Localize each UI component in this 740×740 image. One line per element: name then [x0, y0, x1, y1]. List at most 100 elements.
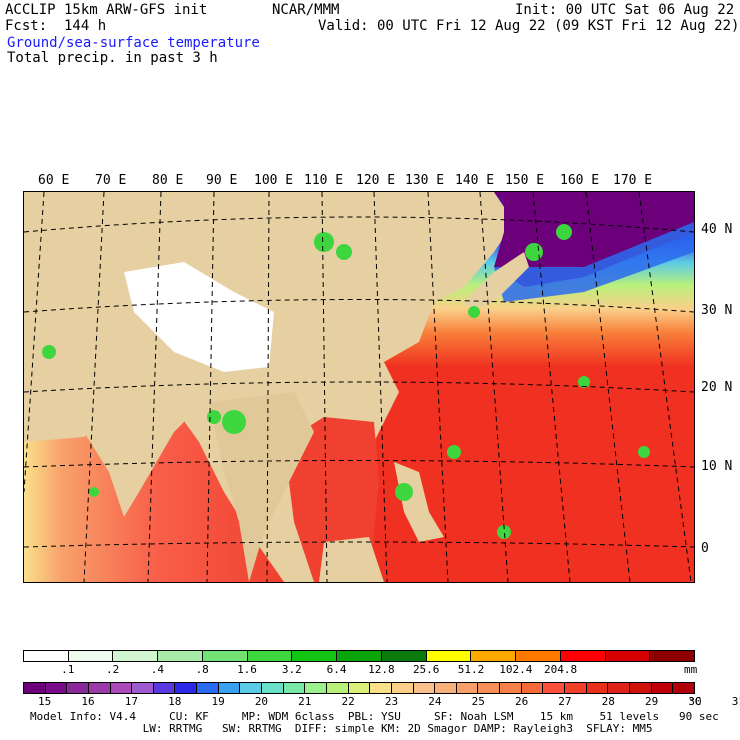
temperature-tick: 27	[558, 695, 572, 708]
colorbar-swatch	[471, 651, 517, 661]
footer-physics-info: LW: RRTMG SW: RRTMG DIFF: simple KM: 2D …	[30, 722, 653, 735]
longitude-label: 160 E	[560, 173, 600, 188]
longitude-label: 70 E	[95, 173, 127, 188]
precip-tick: .1	[61, 663, 75, 676]
colorbar-swatch	[608, 683, 630, 693]
colorbar-swatch	[337, 651, 382, 661]
longitude-label: 90 E	[206, 173, 238, 188]
temperature-tick: 21	[298, 695, 312, 708]
philippines	[394, 462, 444, 542]
colorbar-swatch	[68, 651, 114, 661]
colorbar-swatch	[650, 651, 695, 661]
temperature-tick: 23	[384, 695, 399, 708]
temperature-tick: 20	[254, 695, 269, 708]
colorbar-swatch	[158, 651, 203, 661]
colorbar-swatch	[113, 651, 159, 661]
latitude-label: 20 N	[701, 380, 733, 395]
colorbar-swatch	[586, 683, 609, 693]
colorbar-swatch	[348, 683, 371, 693]
header-fcst: Fcst: 144 h	[5, 18, 107, 34]
colorbar-swatch	[67, 683, 89, 693]
cool-sea-band	[494, 222, 694, 302]
colorbar-swatch	[24, 651, 69, 661]
colorbar-swatch	[262, 683, 284, 693]
colorbar-swatch	[283, 683, 306, 693]
precip-tick: 12.8	[368, 663, 395, 676]
colorbar-swatch	[381, 651, 427, 661]
precip-tick: 3.2	[281, 663, 302, 676]
field-title-temperature: Ground/sea-surface temperature	[7, 35, 260, 51]
temperature-tick: 30	[688, 695, 702, 708]
colorbar-swatch	[197, 683, 219, 693]
colorbar-swatch	[240, 683, 263, 693]
colorbar-swatch	[413, 683, 436, 693]
map-graphic	[23, 191, 695, 583]
longitude-label: 170 E	[613, 173, 653, 188]
header-valid: Valid: 00 UTC Fri 12 Aug 22 (09 KST Fri …	[318, 18, 740, 34]
colorbar-swatch	[153, 683, 176, 693]
colorbar-swatch	[673, 683, 694, 693]
colorbar-swatch	[435, 683, 457, 693]
precip-tick: 6.4	[326, 663, 347, 676]
colorbar-swatch	[88, 683, 111, 693]
japan	[464, 252, 529, 312]
footer-model-info: Model Info: V4.4 CU: KF MP: WDM 6class P…	[30, 710, 719, 723]
cold-sea-band	[494, 192, 694, 287]
tibet-plateau	[124, 262, 274, 372]
header-init: Init: 00 UTC Sat 06 Aug 22	[515, 2, 735, 18]
temperature-tick: 18	[168, 695, 182, 708]
colorbar-swatch	[391, 683, 414, 693]
precip-tick: 51.2	[457, 663, 485, 676]
borneo	[319, 537, 384, 582]
colorbar-swatch	[560, 651, 606, 661]
precip-colorbar	[23, 650, 695, 662]
temperature-tick: 24	[428, 695, 442, 708]
temperature-tick: 25	[471, 695, 485, 708]
temperature-tick: 15	[38, 695, 52, 708]
field-title-precip: Total precip. in past 3 h	[7, 50, 218, 66]
colorbar-swatch	[478, 683, 501, 693]
india-peninsula	[84, 342, 199, 517]
latitude-label: 10 N	[701, 459, 733, 474]
graticule	[23, 191, 695, 583]
colorbar-swatch	[175, 683, 198, 693]
colorbar-swatch	[521, 683, 544, 693]
precip-cells	[42, 224, 650, 539]
precip-tick: 25.6	[412, 663, 440, 676]
longitude-label: 60 E	[38, 173, 70, 188]
colorbar-swatch	[24, 683, 46, 693]
temperature-unit: °C	[688, 695, 702, 708]
colorbar-swatch	[110, 683, 133, 693]
temperature-tick: 17	[124, 695, 138, 708]
colorbar-swatch	[292, 651, 338, 661]
colorbar-swatch	[132, 683, 154, 693]
colorbar-swatch	[370, 683, 392, 693]
colorbar-swatch	[516, 651, 561, 661]
precip-tick: .8	[195, 663, 209, 676]
precip-tick: 102.4	[499, 663, 533, 676]
colorbar-swatch	[247, 651, 293, 661]
precip-tick: .4	[150, 663, 165, 676]
longitude-label: 150 E	[505, 173, 545, 188]
precip-tick: 204.8	[544, 663, 578, 676]
pacific-ocean	[364, 192, 694, 582]
colorbar-swatch	[456, 683, 479, 693]
longitude-label: 80 E	[152, 173, 184, 188]
latitude-label: 30 N	[701, 303, 733, 318]
longitude-label: 100 E	[254, 173, 294, 188]
temperature-tick: 16	[81, 695, 95, 708]
colorbar-swatch	[605, 651, 651, 661]
latitude-label: 0	[701, 541, 709, 556]
temperature-tick: 31	[731, 695, 740, 708]
precip-tick: .2	[105, 663, 120, 676]
longitude-label: 130 E	[405, 173, 445, 188]
colorbar-swatch	[326, 683, 349, 693]
latitude-label: 40 N	[701, 222, 733, 237]
colorbar-swatch	[202, 651, 248, 661]
longitude-label: 120 E	[356, 173, 396, 188]
colorbar-swatch	[500, 683, 522, 693]
longitude-label: 110 E	[304, 173, 344, 188]
colorbar-swatch	[543, 683, 566, 693]
colorbar-swatch	[651, 683, 674, 693]
colorbar-swatch	[218, 683, 241, 693]
